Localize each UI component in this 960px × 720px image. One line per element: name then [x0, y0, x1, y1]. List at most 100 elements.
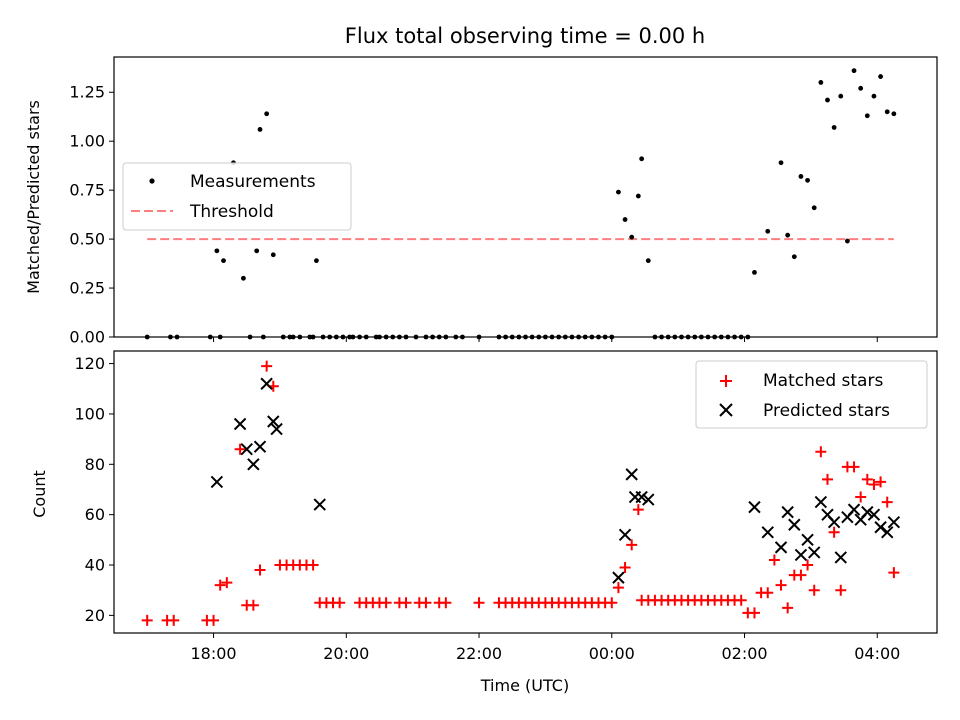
- predicted-star-point: [861, 505, 874, 519]
- predicted-star-point: [240, 442, 253, 456]
- matched-star-point: [848, 461, 860, 473]
- matched-star-point: [775, 579, 787, 591]
- count-y-tick-label: 80: [85, 455, 105, 474]
- measurement-point: [864, 113, 870, 119]
- measurement-point: [629, 234, 635, 240]
- count-legend-box: [695, 360, 928, 429]
- matched-star-point: [247, 599, 259, 611]
- predicted-star-point: [635, 490, 648, 504]
- matched-star-point: [821, 473, 833, 485]
- measurement-point: [818, 80, 824, 85]
- ratio-y-tick-label: 1.00: [69, 132, 105, 151]
- matched-star-point: [307, 559, 319, 571]
- count-x-ticks: 18:00 20:00 22:00 00:00 02:00 04:00: [191, 633, 900, 663]
- predicted-star-point: [881, 526, 894, 539]
- predicted-star-point: [761, 526, 774, 539]
- matched-star-point: [254, 564, 266, 576]
- matched-star-point: [888, 567, 900, 579]
- count-x-tick-label: 02:00: [721, 644, 767, 663]
- predicted-star-point: [625, 468, 638, 481]
- predicted-star-point: [618, 528, 632, 542]
- measurement-point: [858, 85, 864, 91]
- ratio-legend: Measurements Threshold: [122, 162, 352, 231]
- legend-predicted-marker: [719, 403, 733, 417]
- matched-star-point: [606, 597, 618, 609]
- predicted-star-point: [270, 422, 283, 436]
- matched-star-point: [619, 562, 631, 574]
- measurement-point: [838, 93, 844, 99]
- matched-star-point: [420, 597, 432, 609]
- matched-star-point: [626, 539, 638, 551]
- predicted-star-point: [210, 475, 224, 489]
- matched-star-point: [782, 602, 794, 614]
- predicted-star-point: [781, 505, 794, 519]
- predicted-star-point: [808, 546, 821, 559]
- predicted-star-point: [847, 503, 861, 516]
- predicted-star-point: [774, 541, 788, 554]
- measurement-point: [791, 254, 797, 260]
- count-panel: 20 40 60 80 100 120 18:00 20:00 22:00 00:00 02:00…: [30, 350, 938, 695]
- predicted-star-point: [642, 493, 655, 506]
- measurement-point: [622, 217, 628, 222]
- ratio-y-tick-label: 1.25: [69, 83, 105, 102]
- predicted-star-point: [834, 551, 847, 564]
- predicted-star-point: [827, 516, 841, 529]
- chart-title: Flux total observing time = 0.00 h: [345, 24, 705, 48]
- measurement-point: [314, 258, 319, 264]
- predicted-star-point: [253, 440, 267, 453]
- measurement-point: [765, 228, 771, 234]
- matched-star-point: [632, 504, 644, 516]
- count-x-tick-label: 00:00: [589, 644, 635, 663]
- ratio-y-tick-label: 0.75: [69, 181, 105, 200]
- ratio-data-layer: [144, 68, 897, 340]
- matched-star-point: [221, 577, 233, 589]
- predicted-star-point: [313, 498, 326, 511]
- measurement-point: [871, 93, 877, 99]
- matched-star-point: [380, 597, 392, 609]
- matched-star-point: [214, 579, 226, 591]
- predicted-star-point: [748, 500, 761, 514]
- measurement-point: [214, 248, 220, 254]
- count-y-tick-label: 40: [85, 556, 105, 575]
- measurement-point: [635, 193, 641, 199]
- matched-star-point: [795, 569, 807, 581]
- matched-star-point: [400, 597, 412, 609]
- measurement-point: [778, 160, 784, 166]
- x-axis-label: Time (UTC): [480, 676, 569, 695]
- ratio-y-tick-label: 0.50: [69, 230, 105, 249]
- ratio-legend-box: [122, 162, 352, 231]
- measurement-point: [221, 258, 226, 264]
- ratio-y-axis-label: Matched/Predicted stars: [24, 100, 43, 294]
- predicted-star-point: [794, 548, 808, 562]
- measurement-point: [798, 174, 804, 179]
- predicted-star-point: [887, 516, 901, 529]
- count-y-tick-label: 100: [74, 404, 105, 423]
- measurement-point: [825, 97, 830, 103]
- matched-star-point: [234, 443, 246, 455]
- count-y-ticks: 20 40 60 80 100 120: [74, 354, 114, 625]
- measurement-point: [785, 232, 791, 238]
- measurement-point: [264, 111, 270, 117]
- legend-matched-marker: [720, 375, 732, 387]
- legend-measurements-label: Measurements: [190, 172, 316, 192]
- matched-star-point: [168, 614, 180, 626]
- matched-star-point: [612, 582, 624, 594]
- matched-star-point: [440, 597, 452, 609]
- measurement-point: [254, 248, 260, 254]
- matched-star-point: [762, 587, 774, 599]
- ratio-plot-frame: [113, 56, 938, 338]
- predicted-star-point: [612, 571, 625, 584]
- measurement-point: [616, 189, 621, 195]
- legend-matched-label: Matched stars: [763, 371, 883, 391]
- predicted-star-point: [874, 521, 887, 534]
- matched-star-point: [828, 526, 840, 538]
- ratio-y-tick-label: 0.25: [69, 279, 105, 298]
- matched-star-point: [141, 614, 153, 626]
- measurement-point: [831, 125, 837, 130]
- measurement-point: [844, 238, 850, 244]
- measurement-point: [805, 177, 810, 183]
- matched-star-point: [802, 559, 814, 571]
- count-y-axis-label: Count: [30, 470, 49, 518]
- legend-measurements-marker: [149, 178, 155, 184]
- predicted-star-point: [247, 458, 260, 471]
